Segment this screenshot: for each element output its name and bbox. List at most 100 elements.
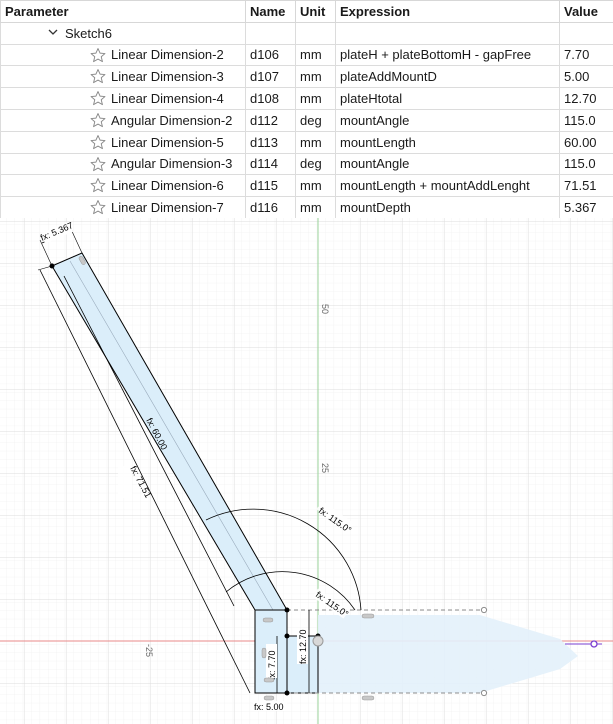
expression-cell[interactable]: mountDepth [335,196,560,219]
parameter-name: Linear Dimension-2 [111,47,224,63]
name-cell: d114 [245,152,296,176]
parameter-name: Linear Dimension-3 [111,69,224,85]
name-cell: d106 [245,43,296,67]
axis-label-25: 25 [320,463,330,473]
constraint-icon[interactable] [361,695,375,701]
expression-cell[interactable]: mountAngle [335,108,560,132]
unit-cell[interactable]: mm [295,65,336,89]
parameter-cell[interactable]: Linear Dimension-2 [0,43,246,67]
parameter-cell[interactable]: Angular Dimension-2 [0,108,246,132]
unit-cell[interactable]: deg [295,152,336,176]
mount-inner-line [69,260,274,611]
vertex[interactable] [284,690,290,696]
value-cell: 5.367 [559,196,613,219]
vertex[interactable] [49,263,55,269]
dim-770-label[interactable]: fx: 7.70 [267,650,277,680]
sketch-canvas[interactable]: 50 25 -25 fx: 5.367 fx: 60.00 fx: 71. [0,218,613,724]
table-row[interactable]: Linear Dimension-7 d116 mm mountDepth 5.367 [0,196,613,219]
profile-region-right [318,615,578,693]
favorite-star-icon[interactable] [89,90,107,107]
angle-arc-outer [205,508,362,611]
parameter-name: Angular Dimension-2 [111,112,233,128]
parameters-panel: Parameter Name Unit Expression Value Ske… [0,0,613,219]
parameter-cell[interactable]: Angular Dimension-3 [0,152,246,176]
group-cell[interactable]: Sketch6 [0,21,246,45]
dim-5367-ext1 [39,239,53,267]
favorite-star-icon[interactable] [89,47,107,64]
table-row[interactable]: Linear Dimension-4 d108 mm plateHtotal 12.70 [0,87,613,110]
vertex[interactable] [284,633,290,639]
dim-1270-label[interactable]: fx: 12.70 [298,629,308,664]
name-cell: d107 [245,65,296,89]
sketch-point[interactable] [590,640,598,648]
value-cell: 115.0 [559,152,613,176]
favorite-star-icon[interactable] [89,177,107,194]
expression-cell[interactable]: mountLength [335,130,560,154]
constraint-icon[interactable] [78,256,86,266]
expression-cell[interactable]: mountLength + mountAddLenght [335,174,560,198]
favorite-star-icon[interactable] [89,134,107,151]
axis-label-neg25: -25 [144,644,154,657]
favorite-star-icon[interactable] [89,68,107,85]
value-cell: 71.51 [559,174,613,198]
origin-point[interactable] [312,635,324,647]
header-expression[interactable]: Expression [335,0,560,23]
dim-6000-line [63,275,235,607]
constraint-icon[interactable] [263,695,275,701]
unit-cell[interactable]: mm [295,196,336,219]
group-label: Sketch6 [65,25,112,41]
parameter-cell[interactable]: Linear Dimension-5 [0,130,246,154]
name-cell: d115 [245,174,296,198]
unit-cell[interactable]: mm [295,43,336,67]
unit-cell[interactable]: mm [295,174,336,198]
group-row-sketch6[interactable]: Sketch6 [0,21,613,45]
dim-7151-label-bg [118,466,132,498]
header-value[interactable]: Value [559,0,613,23]
chevron-down-icon[interactable] [48,27,58,37]
name-cell: d112 [245,108,296,132]
constraint-icon[interactable] [361,613,375,619]
parameter-cell[interactable]: Linear Dimension-4 [0,87,246,110]
expression-cell[interactable]: plateAddMountD [335,65,560,89]
dim-500-label[interactable]: fx: 5.00 [254,702,284,712]
table-row[interactable]: Linear Dimension-5 d113 mm mountLength 60.00 [0,130,613,154]
parameter-cell[interactable]: Linear Dimension-7 [0,196,246,219]
value-cell: 7.70 [559,43,613,67]
constraint-icon[interactable] [263,677,275,683]
table-header-row: Parameter Name Unit Expression Value [0,0,613,23]
table-row[interactable]: Angular Dimension-2 d112 deg mountAngle 115.… [0,108,613,132]
favorite-star-icon[interactable] [89,112,107,129]
constraint-icon[interactable] [262,617,274,623]
dim-7151-line [39,269,251,694]
favorite-star-icon[interactable] [89,156,107,173]
group-unit-cell [295,21,336,45]
group-value-cell [559,21,613,45]
parameter-cell[interactable]: Linear Dimension-6 [0,174,246,198]
header-parameter[interactable]: Parameter [0,0,246,23]
parameter-cell[interactable]: Linear Dimension-3 [0,65,246,89]
table-row[interactable]: Linear Dimension-6 d115 mm mountLength + mo… [0,174,613,198]
axis-label-50: 50 [320,304,330,314]
unit-cell[interactable]: mm [295,130,336,154]
expression-cell[interactable]: plateH + plateBottomH - gapFree [335,43,560,67]
unit-cell[interactable]: deg [295,108,336,132]
table-row[interactable]: Angular Dimension-3 d114 deg mountAngle 115.… [0,152,613,176]
parameter-name: Linear Dimension-7 [111,200,224,216]
expression-cell[interactable]: mountAngle [335,152,560,176]
expression-cell[interactable]: plateHtotal [335,87,560,110]
vertex[interactable] [284,607,290,613]
table-row[interactable]: Linear Dimension-3 d107 mm plateAddMountD 5.… [0,65,613,89]
construction-endpoint-bottom[interactable] [480,689,488,697]
sketch-drawing[interactable]: 50 25 -25 fx: 5.367 fx: 60.00 fx: 71. [0,218,613,724]
favorite-star-icon[interactable] [89,199,107,216]
value-cell: 12.70 [559,87,613,110]
construction-endpoint-top[interactable] [480,606,488,614]
value-cell: 5.00 [559,65,613,89]
table-row[interactable]: Linear Dimension-2 d106 mm plateH + plateBo… [0,43,613,67]
header-unit[interactable]: Unit [295,0,336,23]
parameter-name: Linear Dimension-6 [111,178,224,194]
unit-cell[interactable]: mm [295,87,336,110]
parameters-table: Parameter Name Unit Expression Value Ske… [0,0,613,219]
header-name[interactable]: Name [245,0,296,23]
constraint-icon[interactable] [261,647,267,659]
